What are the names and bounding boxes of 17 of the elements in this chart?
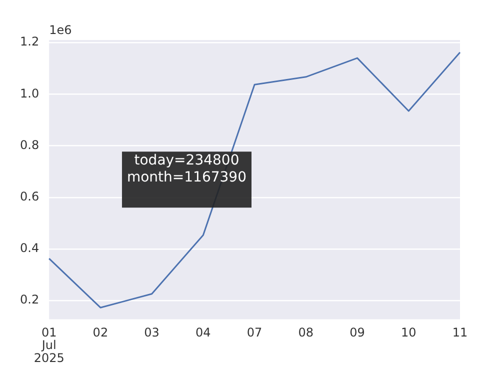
x-tick-label: 11 — [452, 326, 468, 340]
y-tick-label: 1.2 — [20, 34, 40, 49]
y-tick-label: 0.2 — [20, 292, 40, 307]
x-tick-label: 08 — [298, 326, 314, 340]
y-tick-label: 0.6 — [20, 190, 40, 204]
text: 1e6 — [49, 23, 72, 38]
annotation: today=234800 month=1167390 — [126, 152, 247, 186]
y-tick-label: 0.8 — [20, 138, 40, 152]
y-tick-label: 1.0 — [20, 86, 40, 100]
x-tick-label: 01 Jul 2025 — [34, 326, 64, 365]
x-tick-label: 04 — [196, 326, 211, 340]
x-tick-label: 10 — [400, 326, 416, 340]
y-tick-label: 0.4 — [20, 241, 40, 256]
x-tick-label: 02 — [92, 326, 108, 340]
x-tick-label: 09 — [350, 326, 365, 340]
x-tick-label: 07 — [246, 326, 262, 340]
x-tick-label: 03 — [144, 326, 160, 340]
